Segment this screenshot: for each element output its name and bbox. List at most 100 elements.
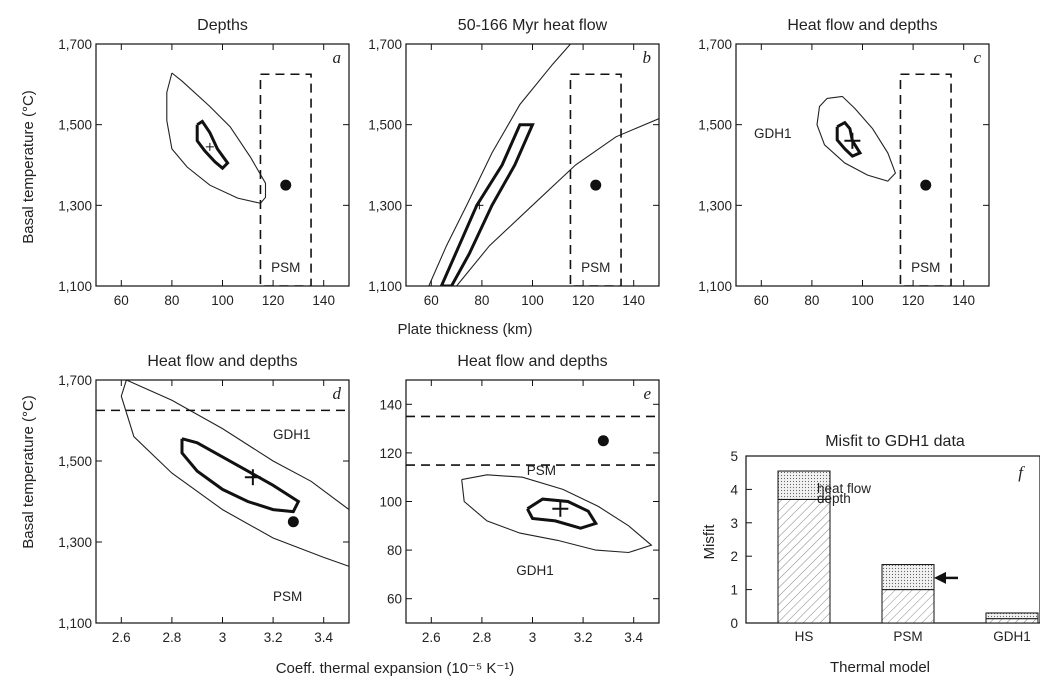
ytick-label: 1,300	[58, 535, 92, 550]
bar-depth-psm	[881, 589, 935, 624]
xtick-label: 60	[754, 293, 769, 308]
panel-letter: e	[643, 384, 651, 403]
xtick-label: 2.6	[112, 630, 131, 645]
psm-label: PSM	[273, 589, 302, 604]
ytick-label: 0	[730, 616, 738, 631]
psm-label: PSM	[581, 260, 610, 275]
ytick-label: 1,700	[368, 37, 402, 52]
panel-letter: b	[643, 48, 652, 67]
legend-depth: depth	[817, 491, 851, 506]
xtick-label: 3	[529, 630, 537, 645]
xtick-label: 3.2	[264, 630, 283, 645]
xtick-label: 120	[572, 293, 595, 308]
psm-range-box	[899, 73, 952, 286]
ytick-label: 1	[730, 583, 738, 598]
best-fit-band	[440, 123, 535, 286]
bar-heat-flow-hs	[777, 470, 831, 500]
inner-confidence-contour	[180, 437, 301, 514]
xtick-label: 3.2	[574, 630, 593, 645]
xtick-label: 100	[851, 293, 874, 308]
psm-point	[920, 179, 932, 191]
panel-letter: a	[333, 48, 342, 67]
xlabel-thermal-model: Thermal model	[830, 659, 930, 676]
plot-area	[816, 73, 952, 286]
xtick-label: 2.8	[163, 630, 182, 645]
xtick-label-hs: HS	[795, 629, 814, 644]
ytick-label: 1,500	[58, 454, 92, 469]
ytick-label: 120	[379, 446, 402, 461]
ytick-label: 1,700	[58, 37, 92, 52]
ytick-label: 60	[387, 592, 402, 607]
gdh1-label: GDH1	[754, 126, 792, 141]
panel-title: Misfit to GDH1 data	[825, 433, 965, 450]
ytick-label: 1,500	[698, 118, 732, 133]
panel-title: 50-166 Myr heat flow	[458, 17, 608, 34]
ytick-label: 1,100	[58, 279, 92, 294]
ytick-label: 5	[730, 449, 738, 464]
panel-e: Heat flow and depths e 2.6 2.8 3 3.2 3.4 60 80 10…	[379, 353, 660, 645]
xtick-label: 2.8	[473, 630, 492, 645]
psm-label: PSM	[527, 463, 556, 478]
psm-range-box	[569, 73, 622, 286]
panel-b: 50-166 Myr heat flow b 60 80 100 120 140 1,100 1…	[368, 17, 660, 308]
xtick-label: 80	[164, 293, 179, 308]
ytick-label: 1,100	[368, 279, 402, 294]
xtick-label: 100	[521, 293, 544, 308]
xtick-label: 120	[902, 293, 925, 308]
xtick-label: 120	[262, 293, 285, 308]
inner-confidence-contour	[526, 497, 599, 530]
xtick-label: 60	[114, 293, 129, 308]
bar-heat-flow-psm	[881, 564, 935, 591]
outer-confidence-contour	[166, 72, 267, 204]
inner-confidence-contour	[195, 119, 230, 171]
xtick-label-psm: PSM	[893, 629, 922, 644]
xtick-label: 60	[424, 293, 439, 308]
xtick-label: 3	[219, 630, 227, 645]
ytick-label: 1,300	[58, 198, 92, 213]
plot-area	[96, 380, 349, 567]
legend-heat-flow: heat flow	[817, 481, 871, 496]
panel-letter: c	[973, 48, 981, 67]
ytick-label: 1,700	[698, 37, 732, 52]
panel-d: Heat flow and depths d 2.6 2.8 3 3.2 3.4 1,100 1…	[58, 353, 350, 645]
panel-c: Heat flow and depths c 60 80 100 120 140 1,100 1…	[698, 17, 990, 308]
xtick-label: 2.6	[422, 630, 441, 645]
xlabel-thermal-expansion: Coeff. thermal expansion (10⁻⁵ K⁻¹)	[276, 660, 515, 677]
outer-confidence-contour	[120, 380, 349, 567]
ytick-label: 1,500	[58, 118, 92, 133]
panel-letter: f	[1018, 463, 1025, 482]
xlabel-plate-thickness: Plate thickness (km)	[397, 321, 532, 338]
ytick-label: 4	[730, 482, 738, 497]
ytick-label: 1,100	[698, 279, 732, 294]
panel-a: Depths a 60 80 100 120 140 1,100 1,300 1,500 1,700…	[58, 17, 350, 308]
lower-bound-curve	[456, 118, 659, 286]
gdh1-label: GDH1	[516, 563, 554, 578]
ylabel-misfit: Misfit	[701, 524, 718, 560]
xtick-label: 140	[312, 293, 335, 308]
xtick-label: 80	[804, 293, 819, 308]
panel-title: Heat flow and depths	[787, 17, 937, 34]
outer-confidence-contour	[816, 95, 897, 182]
inner-confidence-contour	[835, 120, 863, 158]
bar-depth-hs	[777, 498, 831, 624]
ytick-label: 1,100	[58, 616, 92, 631]
psm-range-box	[259, 73, 312, 286]
panel-title: Depths	[197, 17, 248, 34]
panel-title: Heat flow and depths	[147, 353, 297, 370]
ytick-label: 1,500	[368, 118, 402, 133]
gdh1-label: GDH1	[273, 427, 311, 442]
psm-label: PSM	[911, 260, 940, 275]
xtick-label: 3.4	[624, 630, 643, 645]
ytick-label: 1,700	[58, 373, 92, 388]
plot-frame	[95, 379, 350, 624]
panel-letter: d	[333, 384, 342, 403]
psm-label: PSM	[271, 260, 300, 275]
panel-title: Heat flow and depths	[457, 353, 607, 370]
xtick-label: 140	[622, 293, 645, 308]
ytick-label: 140	[379, 397, 402, 412]
xtick-label: 140	[952, 293, 975, 308]
xtick-label-gdh1: GDH1	[993, 629, 1031, 644]
ytick-label: 1,300	[698, 198, 732, 213]
xtick-label: 3.4	[314, 630, 333, 645]
